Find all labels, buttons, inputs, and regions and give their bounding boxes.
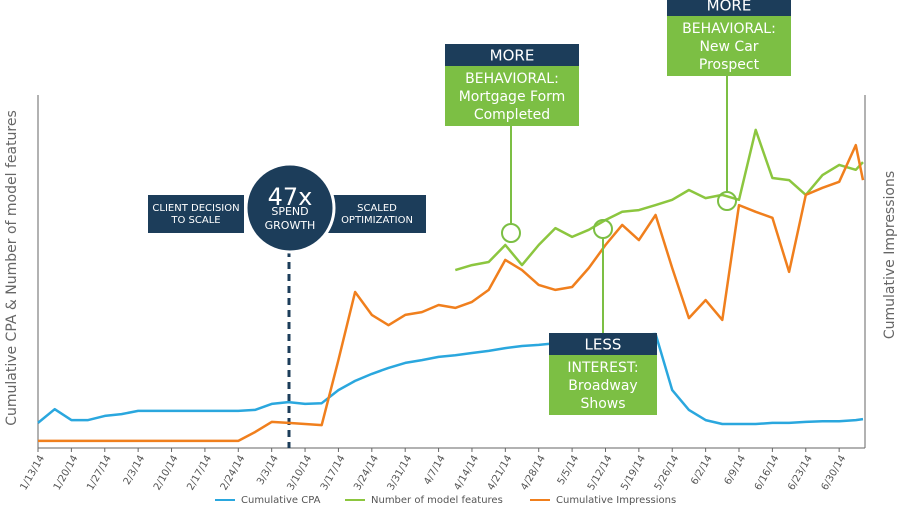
y2-axis-title: Cumulative Impressions — [882, 171, 898, 339]
x-tick-label: 2/3/14 — [122, 454, 148, 487]
annotation-text: GROWTH — [265, 219, 316, 232]
callout-marker — [501, 223, 521, 243]
x-tick-label: 6/30/14 — [820, 454, 849, 493]
callout-box — [445, 66, 579, 126]
callout-header: LESS — [585, 336, 622, 354]
callout-text: BEHAVIORAL: — [465, 71, 559, 87]
legend-label: Cumulative CPA — [241, 495, 321, 506]
callout-text: INTEREST: — [567, 360, 638, 376]
x-tick-label: 2/17/14 — [185, 454, 214, 493]
callout-box — [549, 355, 657, 415]
x-tick-label: 4/28/14 — [519, 454, 548, 493]
callout-box — [667, 16, 791, 76]
x-tick-label: 4/14/14 — [452, 454, 481, 493]
annotation-box — [148, 195, 244, 233]
annotation-text: SPEND — [271, 205, 308, 218]
legend-label: Cumulative Impressions — [556, 495, 676, 506]
x-tick-label: 3/31/14 — [386, 454, 415, 493]
series-line — [37, 332, 864, 426]
x-tick-label: 5/19/14 — [619, 454, 648, 493]
x-tick-label: 2/10/14 — [152, 454, 181, 493]
callout-text: Mortgage Form — [459, 89, 566, 105]
x-tick-label: 6/23/14 — [786, 454, 815, 493]
callout-text: BEHAVIORAL: — [682, 21, 776, 37]
annotation-text: TO SCALE — [170, 215, 220, 226]
callout-text: New Car — [699, 39, 758, 55]
x-tick-label: 3/10/14 — [285, 454, 314, 493]
x-tick-label: 1/20/14 — [52, 454, 81, 493]
y-axis-title: Cumulative CPA & Number of model feature… — [4, 110, 20, 426]
callout-text: Completed — [474, 107, 550, 123]
series-line — [454, 128, 864, 272]
legend-label: Number of model features — [371, 495, 503, 506]
callout-header-box — [667, 0, 791, 16]
x-tick-label: 3/17/14 — [319, 454, 348, 493]
series-line — [38, 143, 865, 443]
callout-text: Broadway — [568, 378, 637, 394]
x-tick-label: 6/16/14 — [753, 454, 782, 493]
x-tick-label: 1/13/14 — [18, 454, 47, 493]
callout-text: Shows — [580, 396, 625, 412]
x-tick-label: 5/5/14 — [556, 454, 582, 487]
x-tick-label: 5/26/14 — [653, 454, 682, 493]
callout-text: Prospect — [699, 57, 760, 73]
x-tick-label: 3/3/14 — [255, 454, 281, 487]
callout-marker — [593, 219, 613, 239]
annotation-box — [328, 195, 426, 233]
annotation-text: 47x — [268, 183, 313, 211]
callout-header: MORE — [490, 47, 535, 65]
x-tick-label: 4/21/14 — [486, 454, 515, 493]
x-tick-label: 2/24/14 — [219, 454, 248, 493]
x-tick-label: 6/2/14 — [689, 454, 715, 487]
annotation-text: OPTIMIZATION — [341, 215, 413, 226]
annotation-text: SCALED — [357, 203, 397, 214]
annotation-text: CLIENT DECISION — [152, 203, 239, 214]
x-tick-label: 5/12/14 — [586, 454, 615, 493]
annotation-circle — [244, 162, 336, 254]
callout-header-box — [549, 333, 657, 355]
callout-header: MORE — [707, 0, 752, 15]
callout-header-box — [445, 44, 579, 66]
x-tick-label: 1/27/14 — [85, 454, 114, 493]
x-tick-label: 4/7/14 — [422, 454, 448, 487]
x-tick-label: 3/24/14 — [352, 454, 381, 493]
x-tick-label: 6/9/14 — [723, 454, 749, 487]
callout-marker — [717, 191, 737, 211]
